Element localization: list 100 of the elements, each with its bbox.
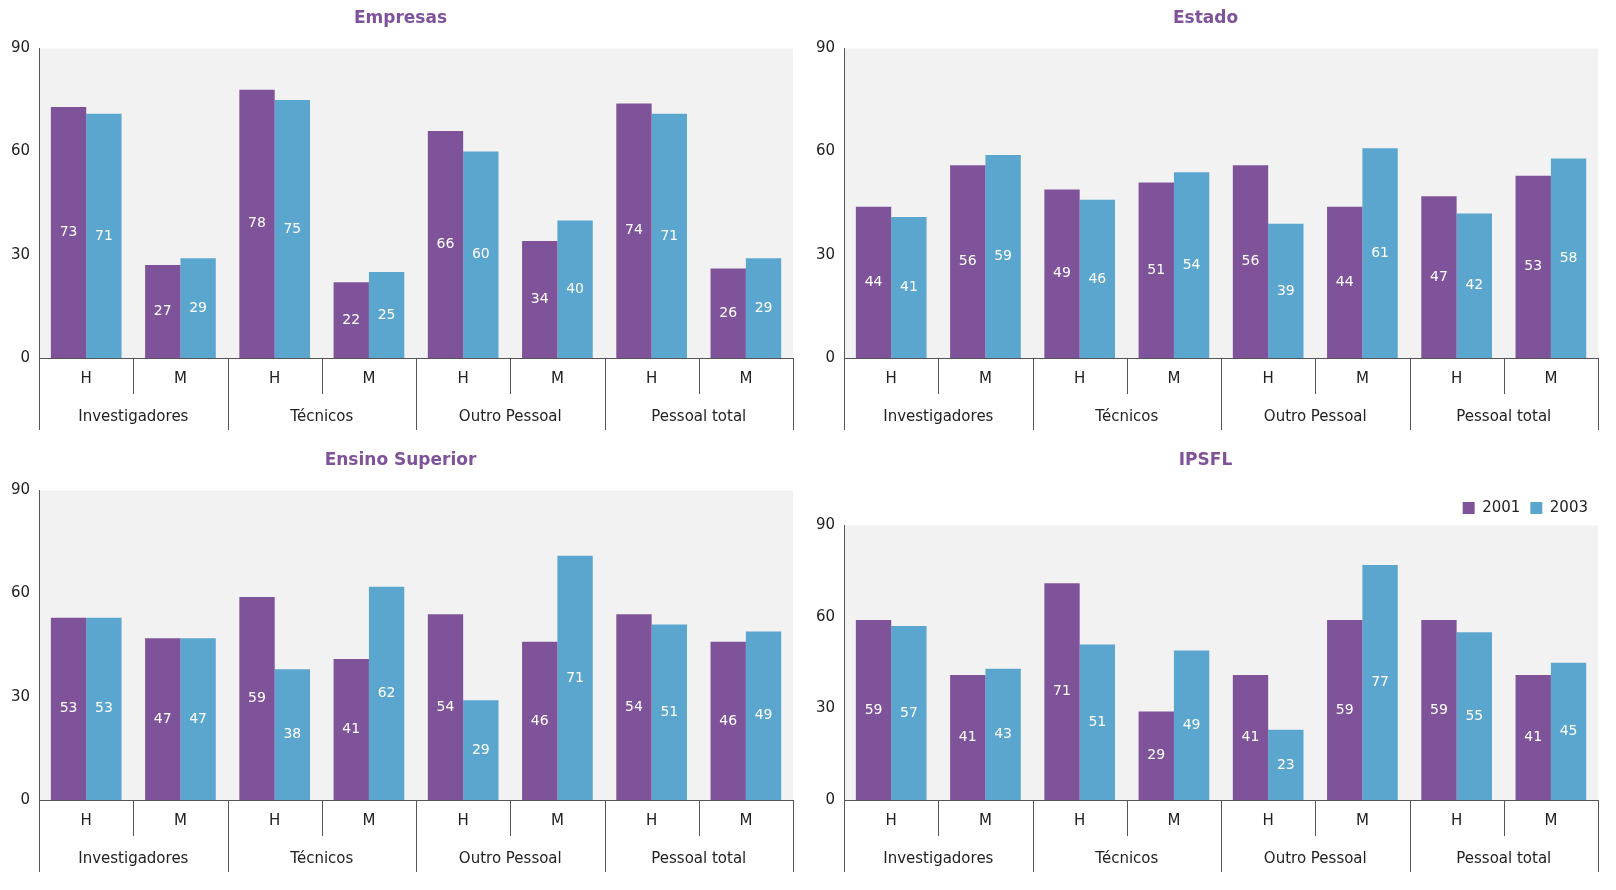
bar: [891, 626, 927, 800]
bar: [180, 638, 216, 800]
data-label: 49: [754, 706, 773, 723]
data-label: 44: [864, 272, 883, 289]
data-label: 23: [1276, 755, 1295, 772]
data-label: 73: [59, 223, 78, 240]
text: Investigadores: [883, 406, 994, 425]
bar: [145, 265, 181, 358]
bar: [1327, 206, 1363, 358]
x-tick-label: H: [1262, 368, 1274, 387]
bar: [1138, 711, 1174, 800]
x-tick-label: H: [80, 810, 92, 829]
data-label: 66: [436, 235, 455, 252]
data-label: 71: [566, 668, 584, 685]
bar: [239, 597, 275, 800]
bar: [86, 113, 122, 358]
data-label: 47: [1430, 267, 1448, 284]
data-label: 47: [189, 709, 208, 726]
text: Investigadores: [78, 406, 189, 425]
x-tick-label: H: [1451, 810, 1463, 829]
x-tick-label: M: [1544, 810, 1558, 829]
bar: [745, 258, 782, 358]
x-tick-label: M: [173, 368, 187, 387]
bar: [950, 674, 986, 800]
x-tick-label: M: [1167, 368, 1181, 387]
text: Técnicos: [289, 848, 354, 867]
data-label: 34: [530, 290, 549, 307]
bar: [651, 624, 687, 800]
data-label: 71: [1053, 682, 1071, 699]
chart-title: Estado: [1172, 6, 1239, 27]
data-label: 51: [1147, 260, 1166, 277]
data-label: 59: [1430, 700, 1448, 717]
x-tick-label: H: [269, 810, 281, 829]
x-tick-label: M: [173, 810, 187, 829]
y-tick-label: 0: [825, 789, 836, 808]
text: Pessoal total: [651, 848, 747, 867]
bar: [1421, 196, 1457, 358]
data-label: 49: [1182, 715, 1201, 732]
x-tick-label: H: [1074, 810, 1086, 829]
x-tick-label: M: [1355, 368, 1369, 387]
data-label: 56: [1241, 252, 1260, 269]
text: Técnicos: [289, 406, 354, 425]
y-tick-label: 60: [10, 583, 31, 602]
bar: [180, 258, 216, 358]
bar: [1421, 619, 1457, 800]
data-label: 29: [189, 298, 208, 315]
data-label: 62: [377, 684, 396, 700]
text: Investigadores: [883, 848, 994, 867]
bar: [616, 103, 652, 358]
x-tick-label: M: [1355, 810, 1369, 829]
bar: [1362, 148, 1398, 358]
x-tick-label: M: [1544, 368, 1558, 387]
bar: [1515, 674, 1551, 800]
bar: [1456, 632, 1492, 800]
bar: [710, 268, 746, 358]
data-label: 41: [342, 720, 361, 737]
bar: [557, 555, 593, 800]
data-label: 57: [899, 703, 918, 720]
bar: [855, 619, 892, 800]
bar: [950, 165, 986, 358]
y-tick-label: 30: [815, 244, 836, 263]
text: Outro Pessoal: [1263, 406, 1367, 425]
data-label: 25: [377, 305, 396, 322]
bar: [368, 586, 405, 800]
data-label: 29: [1147, 746, 1166, 763]
data-label: 44: [1335, 272, 1354, 289]
bar: [50, 617, 87, 800]
bar: [50, 106, 87, 358]
x-tick-label: H: [269, 368, 281, 387]
data-label: 40: [566, 279, 584, 296]
data-label: 41: [1524, 728, 1543, 745]
data-label: 53: [1524, 257, 1543, 274]
x-tick-label: M: [739, 810, 753, 829]
bar: [1550, 662, 1587, 800]
x-tick-label: M: [362, 810, 376, 829]
bar: [1138, 182, 1174, 358]
bar: [1044, 583, 1080, 800]
text: Outro Pessoal: [1263, 848, 1367, 867]
data-label: 54: [1182, 255, 1201, 272]
bar: [1550, 158, 1587, 358]
bar: [985, 668, 1021, 800]
data-label: 47: [153, 709, 172, 726]
x-tick-label: H: [457, 368, 469, 387]
bar: [274, 669, 311, 800]
bar: [522, 641, 558, 800]
data-label: 22: [342, 310, 361, 327]
bar: [145, 638, 181, 800]
y-tick-label: 90: [10, 480, 31, 499]
data-label: 60: [471, 245, 490, 262]
y-tick-label: 0: [20, 347, 31, 366]
data-label: 71: [660, 226, 679, 243]
data-label: 78: [248, 214, 266, 231]
data-label: 46: [530, 711, 549, 728]
data-label: 51: [660, 702, 679, 719]
bar: [1044, 189, 1080, 358]
bar: [1173, 172, 1210, 358]
text: Outro Pessoal: [458, 406, 562, 425]
data-label: 43: [994, 725, 1013, 742]
bar: [1268, 223, 1304, 358]
bar: [616, 614, 652, 800]
